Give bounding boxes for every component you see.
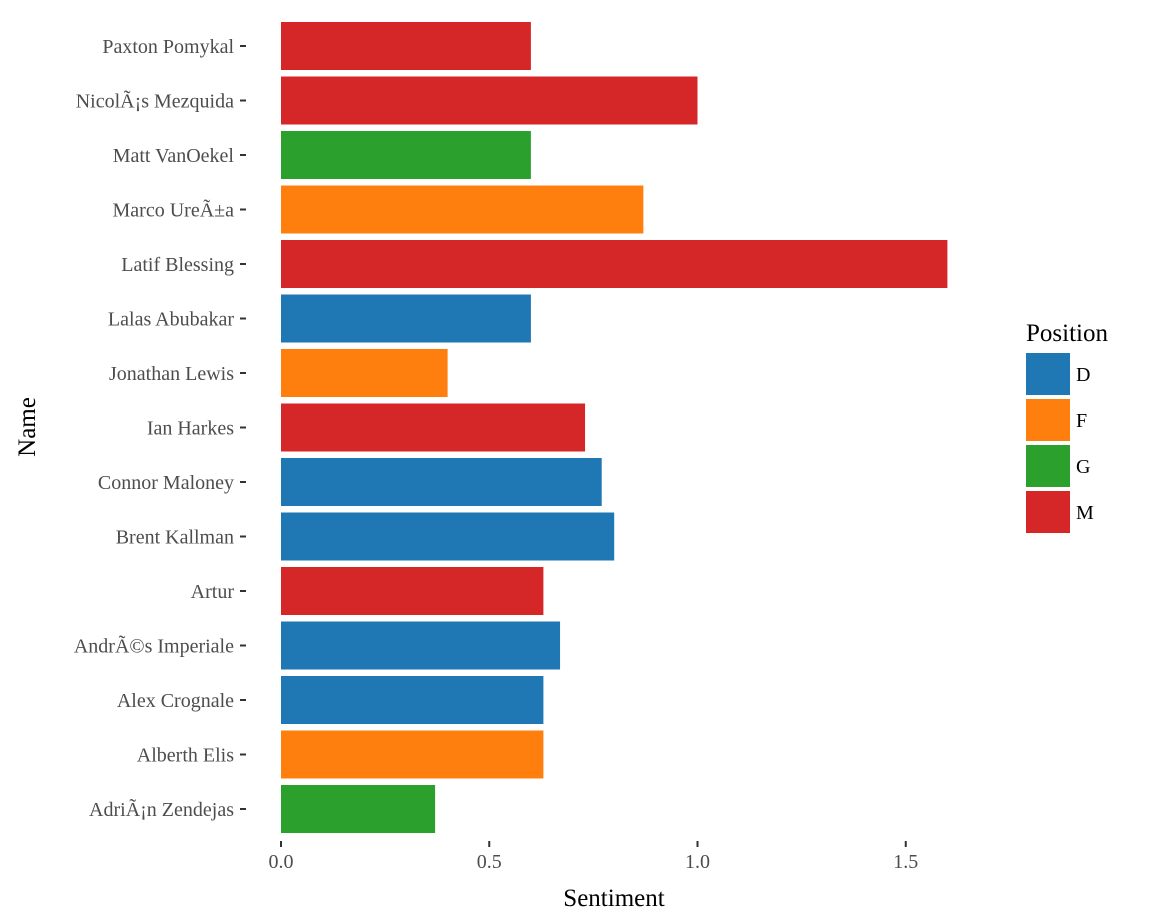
x-tick-label: 1.5 — [893, 851, 918, 873]
y-tick-label: Latif Blessing — [121, 254, 234, 276]
bar-matt-vanoekel — [281, 131, 531, 179]
legend-key-f — [1026, 399, 1070, 441]
bar-andr-s-imperiale — [281, 621, 561, 670]
x-tick-label: 1.0 — [685, 851, 710, 873]
legend: Position D F G M — [1026, 320, 1108, 533]
y-tick-label: Alberth Elis — [137, 745, 234, 767]
legend-label-d: D — [1076, 364, 1090, 386]
legend-key-m — [1026, 491, 1070, 533]
y-tick-label: Matt VanOekel — [113, 145, 235, 167]
bar-connor-maloney — [281, 458, 602, 506]
legend-label-m: M — [1076, 502, 1094, 524]
bars-group — [281, 22, 948, 833]
y-tick-label: AndrÃ©s Imperiale — [74, 634, 234, 658]
legend-title: Position — [1026, 320, 1108, 347]
x-axis-title: Sentiment — [563, 885, 664, 912]
y-axis-title: Name — [14, 397, 41, 457]
x-tick-label: 0.5 — [477, 851, 502, 873]
y-tick-label: Ian Harkes — [147, 418, 234, 440]
bar-adri-n-zendejas — [281, 785, 436, 833]
bar-ian-harkes — [281, 403, 586, 452]
bar-paxton-pomykal — [281, 22, 531, 70]
x-tick-label: 0.0 — [269, 851, 294, 873]
y-tick-label: Marco UreÃ±a — [113, 198, 235, 222]
y-tick-label: Alex Crognale — [117, 690, 234, 712]
bar-alex-crognale — [281, 676, 544, 724]
x-axis: 0.0 0.5 1.0 1.5 — [269, 841, 918, 873]
y-tick-label: NicolÃ¡s Mezquida — [76, 89, 234, 113]
legend-key-g — [1026, 445, 1070, 487]
legend-label-g: G — [1076, 456, 1090, 478]
bar-jonathan-lewis — [281, 349, 448, 397]
y-tick-label: Brent Kallman — [116, 527, 234, 549]
legend-key-d — [1026, 353, 1070, 395]
bar-alberth-elis — [281, 730, 544, 779]
y-tick-label: Paxton Pomykal — [102, 36, 234, 58]
y-axis: Paxton Pomykal NicolÃ¡s Mezquida Matt VanO… — [74, 36, 246, 821]
bar-lalas-abubakar — [281, 294, 531, 343]
bar-artur — [281, 567, 544, 615]
legend-label-f: F — [1076, 410, 1087, 432]
bar-nicol-s-mezquida — [281, 76, 698, 125]
y-tick-label: Artur — [191, 581, 235, 603]
y-tick-label: Jonathan Lewis — [109, 363, 234, 385]
bar-marco-ure-a — [281, 185, 644, 234]
y-tick-label: Lalas Abubakar — [108, 309, 234, 331]
y-tick-label: AdriÃ¡n Zendejas — [89, 797, 234, 821]
bar-latif-blessing — [281, 240, 948, 288]
bar-brent-kallman — [281, 512, 615, 561]
y-tick-label: Connor Maloney — [98, 472, 234, 494]
